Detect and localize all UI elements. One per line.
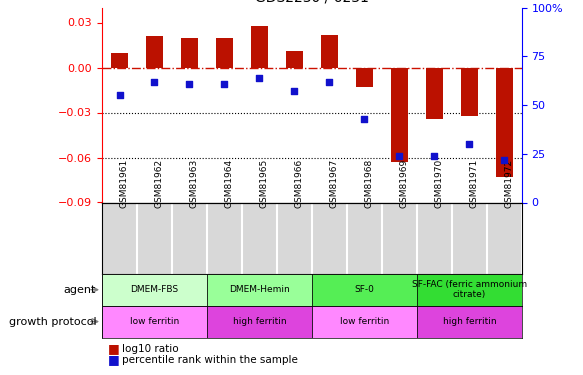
Text: GSM81971: GSM81971	[469, 159, 478, 208]
Text: GSM81967: GSM81967	[329, 159, 338, 208]
Bar	[102, 274, 207, 306]
Text: low ferritin: low ferritin	[340, 317, 389, 326]
Bar	[496, 68, 513, 177]
Bar	[181, 38, 198, 68]
Bar	[172, 202, 207, 274]
Text: ■: ■	[108, 342, 124, 355]
Text: low ferritin: low ferritin	[130, 317, 179, 326]
Bar	[417, 202, 452, 274]
Text: agent: agent	[64, 285, 96, 295]
Bar	[417, 306, 522, 338]
Text: ■: ■	[108, 354, 124, 366]
Bar	[277, 202, 312, 274]
Bar	[461, 68, 478, 116]
Bar	[417, 274, 522, 306]
Text: GSM81966: GSM81966	[294, 159, 303, 208]
Text: GSM81970: GSM81970	[434, 159, 443, 208]
Text: SF-FAC (ferric ammonium
citrate): SF-FAC (ferric ammonium citrate)	[412, 280, 527, 299]
Text: GSM81969: GSM81969	[399, 159, 408, 208]
Bar	[487, 202, 522, 274]
Text: GSM81965: GSM81965	[259, 159, 268, 208]
Bar	[321, 34, 338, 68]
Text: log10 ratio: log10 ratio	[122, 344, 179, 354]
Bar	[207, 202, 242, 274]
Point	[185, 81, 194, 87]
Point	[255, 75, 264, 81]
Point	[290, 88, 299, 94]
Point	[430, 153, 439, 159]
Title: GDS2230 / 6231: GDS2230 / 6231	[255, 0, 369, 5]
Bar	[102, 202, 137, 274]
Text: high ferritin: high ferritin	[233, 317, 286, 326]
Text: GSM81968: GSM81968	[364, 159, 373, 208]
Point	[395, 153, 404, 159]
Bar	[111, 53, 128, 68]
Text: high ferritin: high ferritin	[442, 317, 496, 326]
Bar	[391, 68, 408, 162]
Text: DMEM-Hemin: DMEM-Hemin	[229, 285, 290, 294]
Bar	[347, 202, 382, 274]
Text: percentile rank within the sample: percentile rank within the sample	[122, 355, 298, 365]
Point	[325, 79, 334, 85]
Bar	[102, 306, 207, 338]
Bar	[242, 202, 277, 274]
Bar	[452, 202, 487, 274]
Text: DMEM-FBS: DMEM-FBS	[131, 285, 178, 294]
Point	[115, 92, 124, 98]
Point	[150, 79, 159, 85]
Bar	[356, 68, 373, 87]
Bar	[146, 36, 163, 68]
Text: GSM81963: GSM81963	[189, 159, 198, 208]
Text: GSM81964: GSM81964	[224, 159, 233, 208]
Text: GSM81962: GSM81962	[154, 159, 163, 208]
Text: GSM81972: GSM81972	[504, 159, 513, 208]
Bar	[382, 202, 417, 274]
Bar	[312, 274, 417, 306]
Point	[465, 141, 474, 147]
Bar	[312, 202, 347, 274]
Point	[360, 116, 369, 122]
Bar	[286, 51, 303, 68]
Point	[500, 157, 509, 163]
Bar	[426, 68, 443, 118]
Bar	[312, 306, 417, 338]
Bar	[207, 274, 312, 306]
Text: SF-0: SF-0	[354, 285, 374, 294]
Bar	[207, 306, 312, 338]
Bar	[137, 202, 172, 274]
Text: growth protocol: growth protocol	[9, 316, 96, 327]
Text: GSM81961: GSM81961	[120, 159, 128, 208]
Point	[220, 81, 229, 87]
Bar	[216, 38, 233, 68]
Bar	[251, 26, 268, 68]
